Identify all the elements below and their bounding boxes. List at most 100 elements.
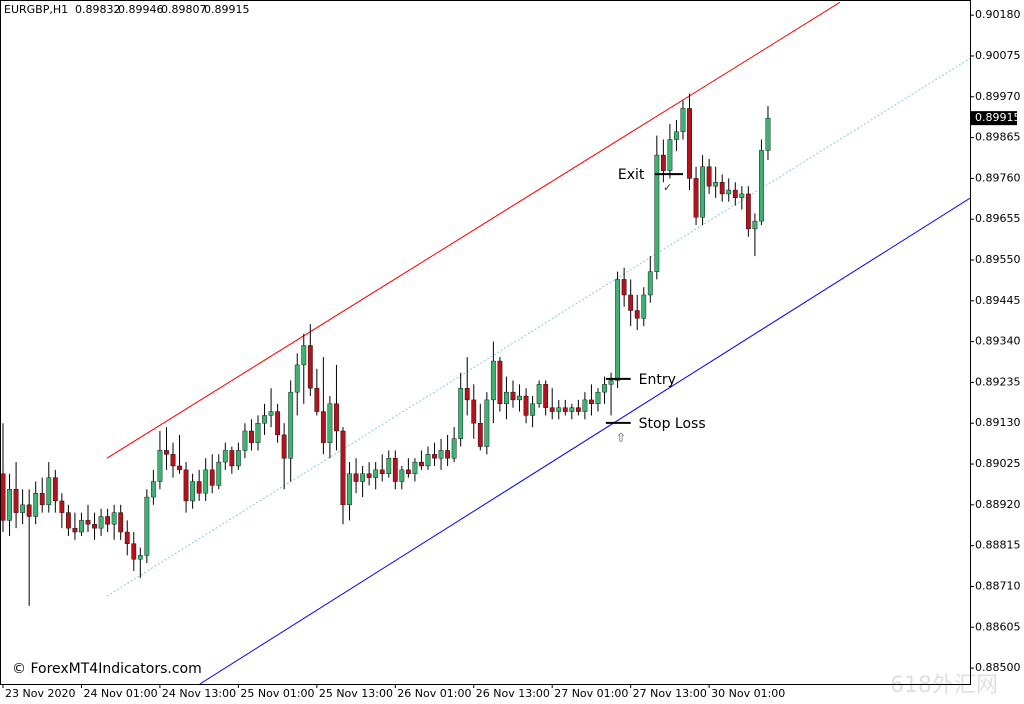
candle-body (307, 345, 313, 389)
candle-body (65, 512, 71, 529)
trendline (106, 1, 841, 459)
current-price-box (971, 111, 1017, 126)
candle-body (92, 524, 97, 529)
candle-body (667, 139, 673, 171)
candle-body (693, 178, 699, 218)
candle-body (523, 395, 529, 416)
candle-body (556, 407, 562, 412)
candle-body (314, 388, 320, 412)
candle-body (242, 430, 248, 451)
candle-body (536, 384, 542, 404)
candle-body (745, 193, 751, 230)
candle-body (621, 279, 627, 296)
candle-body (660, 154, 666, 171)
candle-body (419, 461, 424, 467)
trendline (199, 197, 970, 684)
y-tick-label: 0.89865 (975, 131, 1021, 144)
candle-body (582, 399, 588, 412)
x-tick-label: 27 Nov 13:00 (633, 687, 707, 700)
x-tick-label: 23 Nov 2020 (5, 687, 75, 700)
chart-header: EURGBP,H1 0.89832 0.89946 0.89807 0.8991… (4, 3, 250, 16)
plot-frame (0, 0, 971, 685)
candle-body (706, 166, 712, 187)
candle-body (124, 531, 130, 544)
level-label: Entry (639, 372, 676, 388)
candle-body (575, 407, 581, 412)
candle-body (26, 504, 32, 517)
candle-body (183, 469, 189, 502)
level-label: Exit (618, 167, 645, 183)
candle-body (752, 220, 758, 230)
x-tick-label: 24 Nov 01:00 (83, 687, 157, 700)
candle-body (85, 520, 91, 525)
candle-body (164, 450, 169, 455)
candle-body (569, 407, 575, 412)
candle-body (445, 450, 451, 459)
candle-body (641, 294, 647, 319)
candle-body (105, 516, 111, 525)
candle-body (628, 294, 634, 311)
candle-body (157, 450, 163, 482)
check-icon: ✓ (663, 181, 672, 194)
candle-body (7, 489, 12, 521)
candle-body (203, 469, 209, 494)
x-tick-label: 27 Nov 01:00 (554, 687, 628, 700)
y-tick-label: 0.89130 (975, 416, 1021, 429)
candle-body (144, 496, 150, 556)
candle-body (719, 182, 725, 195)
candle-body (562, 407, 568, 412)
x-tick-label: 24 Nov 13:00 (162, 687, 236, 700)
candle-body (13, 489, 19, 513)
candle-body (249, 430, 254, 443)
candle-body (477, 423, 483, 447)
trendline (106, 57, 970, 597)
candle-body (190, 481, 196, 502)
candle-body (137, 555, 143, 560)
candle-body (510, 391, 516, 401)
candle-body (268, 411, 274, 416)
y-tick-label: 0.89760 (975, 171, 1021, 184)
candle-body (301, 345, 307, 366)
header-open: 0.89832 (75, 3, 121, 16)
candle-body (432, 454, 437, 459)
candle-body (464, 388, 470, 401)
candle-body (39, 492, 45, 506)
candle-body (647, 271, 653, 296)
candle-body (340, 430, 346, 506)
candle-body (654, 154, 660, 272)
candle-body (595, 391, 601, 404)
candle-body (46, 477, 52, 506)
candle-body (52, 477, 58, 502)
candle-body (490, 360, 496, 401)
candle-body (759, 150, 764, 222)
candle-body (177, 465, 182, 471)
candle-body (320, 411, 326, 443)
candle-body (353, 473, 359, 482)
candle-body (379, 469, 385, 474)
candle-body (275, 411, 281, 436)
candle-body (72, 527, 78, 533)
candle-body (739, 193, 745, 199)
y-tick-label: 0.89025 (975, 457, 1021, 470)
current-price-label: 0.89915 (975, 111, 1021, 124)
candle-body (209, 469, 215, 486)
candle-body (530, 403, 535, 416)
y-tick-label: 0.89235 (975, 375, 1021, 388)
candle-body (458, 388, 464, 439)
candle-body (713, 182, 719, 187)
candle-body (79, 520, 84, 533)
candle-body (732, 189, 738, 199)
candle-body (543, 384, 549, 408)
candle-body (229, 450, 235, 467)
y-tick-label: 0.90075 (975, 49, 1021, 62)
y-tick-label: 0.88500 (975, 661, 1021, 674)
candle-body (288, 391, 294, 459)
candle-body (438, 450, 444, 459)
candle-body (680, 108, 686, 132)
candle-body (118, 512, 124, 533)
candle-body (504, 391, 509, 404)
candle-body (131, 543, 137, 560)
candle-body (589, 399, 594, 404)
